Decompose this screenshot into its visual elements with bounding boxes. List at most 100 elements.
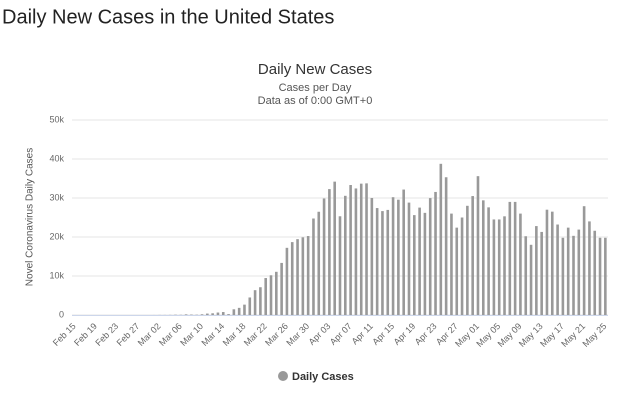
x-tick-label: Feb 15 (51, 321, 78, 348)
bar (296, 239, 299, 315)
chart-subtitle: Cases per Day (279, 82, 352, 94)
bar (227, 314, 230, 315)
bar (593, 230, 597, 315)
bar (280, 262, 283, 315)
bar (450, 213, 453, 315)
bar (232, 309, 236, 315)
bar (604, 237, 607, 315)
y-tick-label: 10k (49, 270, 64, 280)
x-tick-label: Mar 10 (178, 321, 205, 348)
y-tick-label: 30k (49, 192, 64, 202)
bar (434, 191, 437, 315)
bar (290, 242, 294, 315)
x-tick-label: Mar 14 (199, 321, 226, 348)
x-tick-label: Mar 18 (221, 321, 248, 348)
bar (285, 247, 289, 315)
y-axis-label: Novel Coronavirus Daily Cases (25, 148, 36, 286)
bar (312, 218, 315, 315)
bar (476, 176, 480, 315)
bar (566, 227, 570, 315)
bar (582, 206, 586, 315)
bar (423, 212, 427, 315)
bar (481, 200, 485, 315)
bar (349, 185, 352, 315)
bar (301, 237, 305, 315)
bar (444, 177, 448, 315)
x-tick-label: Apr 03 (307, 321, 333, 347)
bar (418, 207, 421, 315)
bar (259, 287, 262, 315)
bar (561, 237, 565, 315)
bar (519, 213, 522, 315)
y-tick-label: 40k (49, 153, 64, 163)
bar (354, 188, 358, 315)
x-tick-label: Mar 06 (157, 321, 184, 348)
bar (407, 202, 411, 315)
legend-label: Daily Cases (292, 371, 354, 383)
bar (550, 211, 554, 315)
bar (391, 197, 395, 315)
bar (206, 313, 209, 315)
bar (253, 290, 257, 315)
x-tick-label: May 25 (580, 321, 608, 349)
chart-title: Daily New Cases (258, 61, 372, 78)
bar (588, 221, 591, 315)
bar (365, 183, 368, 315)
x-tick-label: Feb 23 (93, 321, 120, 348)
bar (248, 297, 252, 315)
legend-marker (278, 371, 288, 381)
bar (508, 201, 512, 315)
bar (344, 195, 347, 315)
bar (216, 312, 220, 315)
bar (269, 275, 273, 315)
bar (359, 183, 363, 315)
bar (200, 314, 204, 315)
bar (381, 211, 384, 315)
bar (513, 201, 517, 315)
bar (386, 209, 390, 315)
bar (221, 312, 225, 315)
bar (328, 189, 331, 315)
page-heading: Daily New Cases in the United States (2, 6, 334, 28)
x-tick-label: Feb 27 (115, 321, 142, 348)
bar (264, 278, 268, 315)
x-tick-label: Apr 15 (370, 321, 396, 347)
bar (497, 219, 501, 315)
x-tick-label: Apr 19 (392, 321, 418, 347)
bar (545, 209, 549, 315)
y-tick-label: 50k (49, 114, 64, 124)
bar (503, 216, 506, 315)
y-tick-label: 0 (59, 309, 64, 319)
bar (598, 237, 602, 315)
x-tick-label: Apr 11 (350, 321, 375, 346)
bar (455, 227, 459, 315)
x-tick-label: Mar 02 (136, 321, 163, 348)
y-tick-label: 20k (49, 231, 64, 241)
bar (184, 314, 188, 315)
bar (535, 226, 538, 315)
x-tick-label: Apr 23 (413, 321, 439, 347)
bar (471, 196, 474, 315)
bar (338, 216, 342, 315)
bar (492, 219, 496, 315)
bar (556, 224, 559, 315)
bar (375, 208, 379, 315)
bar (487, 207, 490, 315)
bar (322, 198, 326, 315)
bar (428, 198, 432, 315)
bar (333, 181, 336, 315)
bar (306, 236, 310, 315)
bar (529, 244, 533, 315)
bar (237, 307, 241, 315)
bar (211, 313, 214, 315)
chart-subtitle: Data as of 0:00 GMT+0 (258, 95, 373, 107)
x-tick-label: Mar 26 (263, 321, 290, 348)
bar (577, 229, 581, 315)
bar (317, 211, 321, 315)
bar (540, 231, 543, 315)
bar (397, 199, 400, 315)
bar (402, 189, 405, 315)
x-tick-label: Apr 07 (328, 321, 354, 347)
